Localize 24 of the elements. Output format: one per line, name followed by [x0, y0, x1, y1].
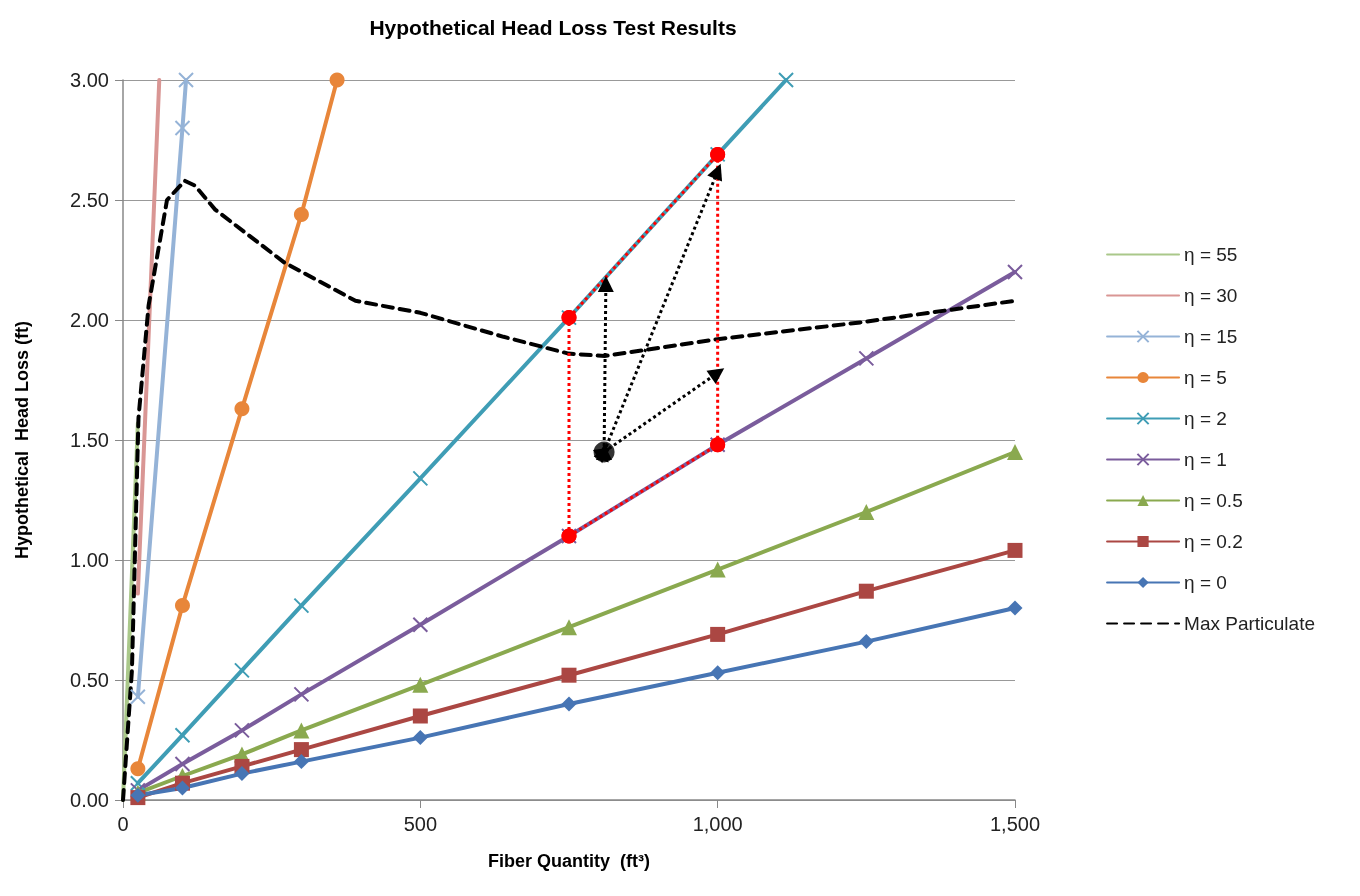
legend-label: η = 30	[1184, 285, 1238, 306]
x-tick-label: 1,500	[989, 813, 1041, 835]
y-tick-label: 3.00	[70, 69, 109, 91]
legend-label: η = 0	[1184, 572, 1227, 593]
y-tick-label: 0.00	[70, 789, 109, 811]
legend-label: η = 1	[1184, 449, 1227, 470]
legend-label: η = 2	[1184, 408, 1227, 429]
x-axis-title: Fiber Quantity (ft³)	[488, 851, 650, 871]
y-tick-label: 0.50	[70, 669, 109, 691]
legend-label: η = 15	[1184, 326, 1238, 347]
legend-label: η = 55	[1184, 244, 1238, 265]
y-tick-label: 2.00	[70, 309, 109, 331]
legend-label: η = 0.2	[1184, 531, 1243, 552]
legend-label: η = 5	[1184, 367, 1227, 388]
legend-label: η = 0.5	[1184, 490, 1243, 511]
y-tick-label: 1.50	[70, 429, 109, 451]
y-tick-label: 2.50	[70, 189, 109, 211]
x-tick-label: 0	[117, 813, 129, 835]
y-axis-title: Hypothetical Head Loss (ft)	[12, 320, 32, 560]
x-tick-label: 1,000	[692, 813, 743, 835]
legend-label: Max Particulate	[1184, 613, 1316, 634]
y-tick-label: 1.00	[70, 549, 109, 571]
x-tick-label: 500	[403, 813, 438, 835]
chart-title: Hypothetical Head Loss Test Results	[369, 16, 737, 39]
